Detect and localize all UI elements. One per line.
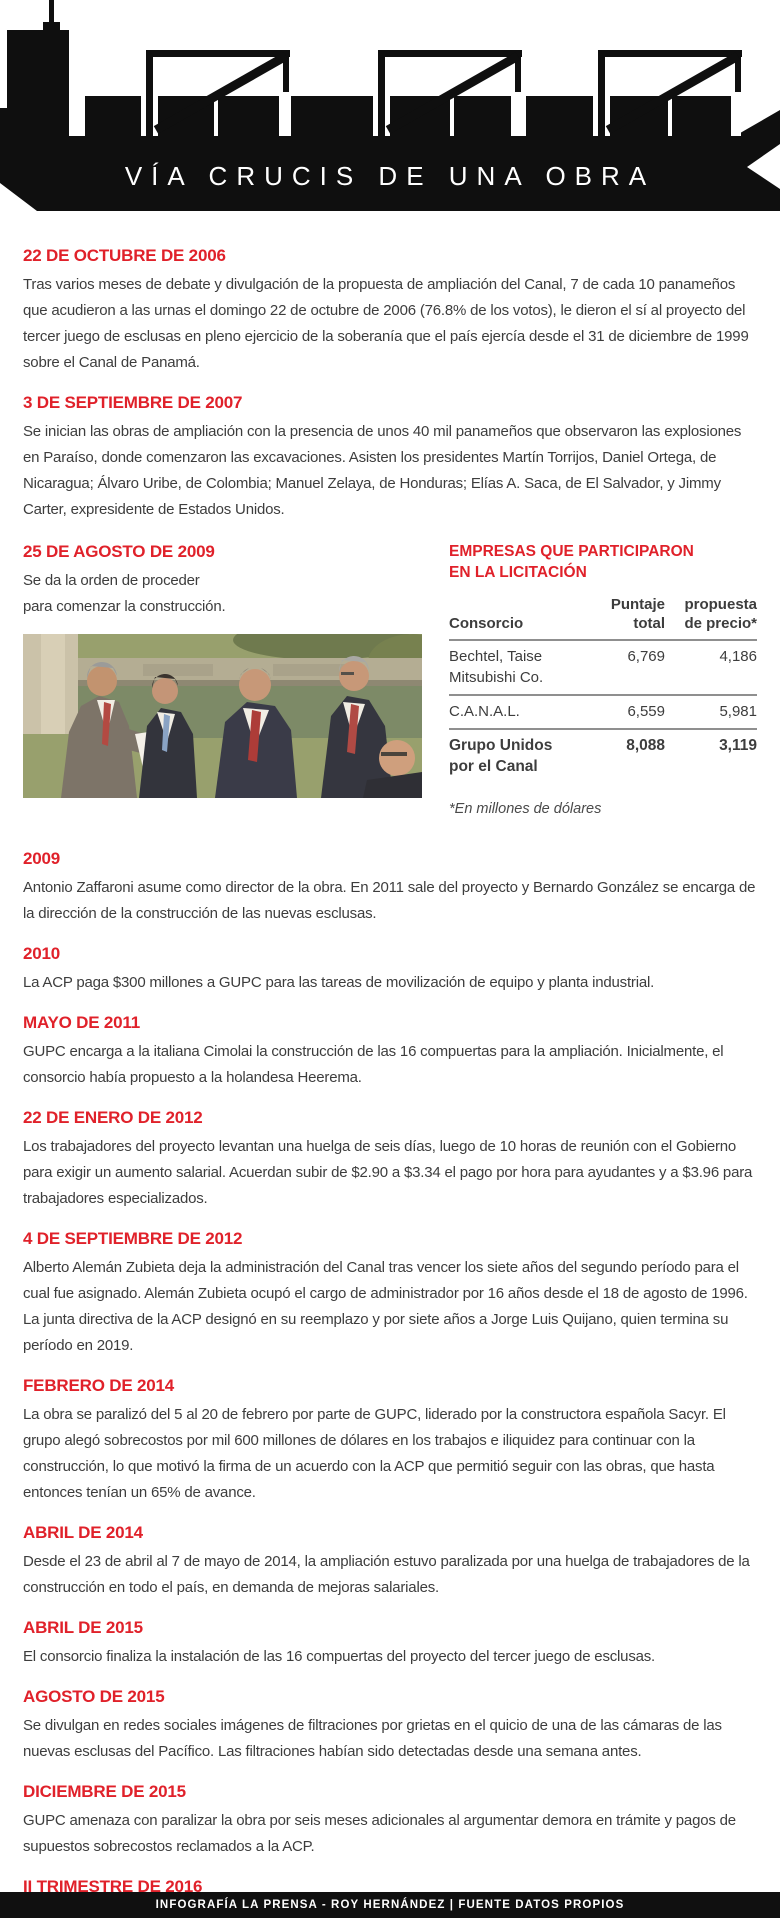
timeline-event: 25 DE AGOSTO DE 2009 Se da la orden de p…: [23, 541, 423, 620]
event-text: Se da la orden de proceder para comenzar…: [23, 572, 226, 615]
event-text: Se inician las obras de ampliación con l…: [23, 423, 742, 518]
bid-table-header: Consorcio Puntaje total propuesta de pre…: [449, 593, 757, 639]
column-consortium: Consorcio: [449, 615, 524, 632]
event-text: Los trabajadores del proyecto levantan u…: [23, 1137, 753, 1207]
consortium-name: Grupo Unidos por el Canal: [449, 737, 553, 775]
timeline-event: AGOSTO DE 2015 Se divulgan en redes soci…: [23, 1686, 757, 1765]
timeline-event: 2009 Antonio Zaffaroni asume como direct…: [23, 848, 757, 927]
event-text: La obra se paralizó del 5 al 20 de febre…: [23, 1405, 726, 1501]
table-row: C.A.N.A.L. 6,559 5,981: [449, 694, 757, 728]
event-text: La ACP paga $300 millones a GUPC para la…: [23, 973, 655, 991]
building-icon: [7, 30, 69, 136]
event-date: MAYO DE 2011: [23, 1012, 140, 1032]
timeline-event: 22 DE ENERO DE 2012 Los trabajadores del…: [23, 1107, 757, 1212]
crane-icons: [146, 50, 742, 136]
ship-cranes-illustration: VÍA CRUCIS DE UNA OBRA: [0, 0, 780, 211]
table-footnote: *En millones de dólares: [449, 801, 602, 817]
event-text: GUPC encarga a la italiana Cimolai la co…: [23, 1042, 724, 1086]
consortium-name: C.A.N.A.L.: [449, 703, 520, 720]
event-date: FEBRERO DE 2014: [23, 1375, 174, 1395]
score-value: 8,088: [626, 737, 665, 754]
event-date: 22 DE OCTUBRE DE 2006: [23, 246, 226, 265]
antenna-icon: [49, 0, 54, 26]
timeline-event: FEBRERO DE 2014 La obra se paralizó del …: [23, 1375, 757, 1506]
event-text: Se divulgan en redes sociales imágenes d…: [23, 1716, 722, 1760]
timeline-event: 22 DE OCTUBRE DE 2006 Tras varios meses …: [23, 245, 757, 376]
order-and-table-block: 25 DE AGOSTO DE 2009 Se da la orden de p…: [23, 541, 757, 832]
credit-bar: INFOGRAFÍA LA PRENSA - ROY HERNÁNDEZ | F…: [0, 1892, 780, 1918]
timeline-event: ABRIL DE 2014 Desde el 23 de abril al 7 …: [23, 1522, 757, 1601]
column-price: propuesta de precio*: [684, 596, 757, 632]
event-date: 22 DE ENERO DE 2012: [23, 1107, 203, 1127]
event-text: Tras varios meses de debate y divulgació…: [23, 276, 749, 371]
page-title: VÍA CRUCIS DE UNA OBRA: [125, 161, 655, 191]
event-date: 3 DE SEPTIEMBRE DE 2007: [23, 393, 243, 412]
price-value: 5,981: [719, 703, 757, 720]
event-text: Desde el 23 de abril al 7 de mayo de 201…: [23, 1552, 750, 1596]
event-date: 4 DE SEPTIEMBRE DE 2012: [23, 1228, 243, 1248]
event-date: II TRIMESTRE DE 2016: [23, 1876, 203, 1896]
score-value: 6,559: [627, 703, 665, 720]
timeline-event: DICIEMBRE DE 2015 GUPC amenaza con paral…: [23, 1781, 757, 1860]
timeline-event: 2010 La ACP paga $300 millones a GUPC pa…: [23, 943, 757, 996]
event-date: AGOSTO DE 2015: [23, 1686, 165, 1706]
bid-table: EMPRESAS QUE PARTICIPARON EN LA LICITACI…: [449, 541, 757, 832]
price-value: 3,119: [719, 737, 757, 754]
consortium-name: Bechtel, Taise Mitsubishi Co.: [449, 648, 544, 686]
event-date: ABRIL DE 2015: [23, 1617, 143, 1637]
event-text: Antonio Zaffaroni asume como director de…: [23, 878, 756, 922]
credit-text: INFOGRAFÍA LA PRENSA - ROY HERNÁNDEZ | F…: [155, 1899, 625, 1911]
table-row: Bechtel, Taise Mitsubishi Co. 6,769 4,18…: [449, 639, 757, 694]
event-date: 25 DE AGOSTO DE 2009: [23, 542, 215, 561]
officials-photo: [23, 634, 422, 798]
bid-table-title: EMPRESAS QUE PARTICIPARON EN LA LICITACI…: [449, 543, 694, 581]
event-date: DICIEMBRE DE 2015: [23, 1781, 186, 1801]
timeline-event: ABRIL DE 2015 El consorcio finaliza la i…: [23, 1617, 757, 1670]
event-date: 2009: [23, 848, 61, 868]
timeline-event: 3 DE SEPTIEMBRE DE 2007 Se inician las o…: [23, 392, 757, 523]
timeline: 22 DE OCTUBRE DE 2006 Tras varios meses …: [0, 245, 780, 1918]
event-text: Alberto Alemán Zubieta deja la administr…: [23, 1258, 748, 1354]
timeline-event: 4 DE SEPTIEMBRE DE 2012 Alberto Alemán Z…: [23, 1228, 757, 1359]
column-score: Puntaje total: [610, 596, 665, 632]
score-value: 6,769: [627, 648, 665, 665]
event-text: El consorcio finaliza la instalación de …: [23, 1647, 656, 1665]
event-text: GUPC amenaza con paralizar la obra por s…: [23, 1811, 736, 1855]
timeline-event: MAYO DE 2011 GUPC encarga a la italiana …: [23, 1012, 757, 1091]
price-value: 4,186: [719, 648, 757, 665]
event-date: 2010: [23, 943, 61, 963]
table-row: Grupo Unidos por el Canal 8,088 3,119: [449, 728, 757, 783]
event-date: ABRIL DE 2014: [23, 1522, 143, 1542]
ship-hull: [0, 110, 780, 211]
